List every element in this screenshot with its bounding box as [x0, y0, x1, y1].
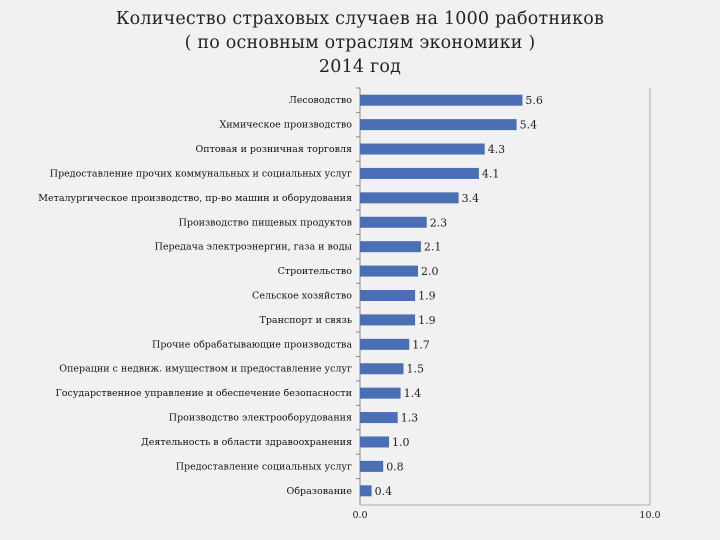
bar	[360, 436, 389, 448]
data-label: 3.4	[462, 192, 480, 205]
data-label: 1.3	[401, 412, 419, 425]
category-label: Операции с недвиж. имуществом и предоста…	[59, 364, 352, 375]
category-label: Государственное управление и обеспечение…	[56, 388, 352, 399]
data-label: 1.9	[418, 290, 436, 303]
data-label: 5.4	[520, 119, 538, 132]
category-label: Сельское хозяйство	[252, 291, 352, 302]
category-label: Производство пищевых продуктов	[179, 217, 352, 228]
category-label: Оптовая и розничная торговля	[195, 144, 352, 155]
category-label: Химическое производство	[219, 120, 352, 131]
bar	[360, 338, 410, 350]
category-label: Деятельность в области здравоохранения	[141, 437, 352, 448]
category-label: Строительство	[278, 266, 353, 277]
data-label: 2.0	[421, 265, 439, 278]
bar	[360, 314, 416, 326]
category-label: Передача электроэнергии, газа и воды	[155, 242, 353, 253]
bar	[360, 290, 416, 301]
data-label: 1.4	[404, 387, 422, 400]
x-tick-label: 0.0	[352, 510, 367, 521]
data-label: 4.1	[482, 167, 500, 180]
data-label: 0.8	[386, 460, 404, 473]
bar	[360, 485, 372, 497]
bar	[360, 192, 459, 204]
category-label: Металургическое производство, пр-во маши…	[38, 193, 352, 204]
category-label: Предоставление социальных услуг	[176, 461, 352, 472]
bar	[360, 241, 421, 253]
data-label: 1.7	[412, 338, 430, 351]
category-label: Образование	[287, 486, 353, 497]
category-label: Лесоводство	[289, 95, 352, 106]
data-label: 1.5	[407, 363, 425, 376]
bar	[360, 363, 404, 375]
data-label: 4.3	[488, 143, 506, 156]
category-label: Прочие обрабатывающие производства	[152, 339, 352, 350]
category-label: Предоставление прочих коммунальных и соц…	[50, 168, 352, 179]
bar	[360, 119, 517, 131]
bar	[360, 216, 427, 228]
chart-title-line-3: 2014 год	[318, 57, 402, 77]
x-tick-label: 10.0	[639, 510, 660, 521]
chart-title-line-1: Количество страховых случаев на 1000 раб…	[115, 9, 605, 29]
data-label: 1.0	[392, 436, 410, 449]
category-label: Транспорт и связь	[259, 315, 352, 326]
bar	[360, 265, 418, 277]
data-label: 2.3	[430, 216, 448, 229]
bar	[360, 460, 384, 472]
data-label: 1.9	[418, 314, 436, 327]
chart-title-line-2: ( по основным отраслям экономики )	[184, 33, 536, 53]
data-label: 2.1	[424, 241, 442, 254]
bar	[360, 387, 401, 399]
bar	[360, 167, 479, 179]
data-label: 0.4	[375, 485, 393, 498]
bar	[360, 94, 523, 106]
bar	[360, 143, 485, 155]
bar	[360, 412, 398, 424]
category-label: Производство электрооборудования	[169, 413, 352, 424]
data-label: 5.6	[525, 94, 543, 107]
